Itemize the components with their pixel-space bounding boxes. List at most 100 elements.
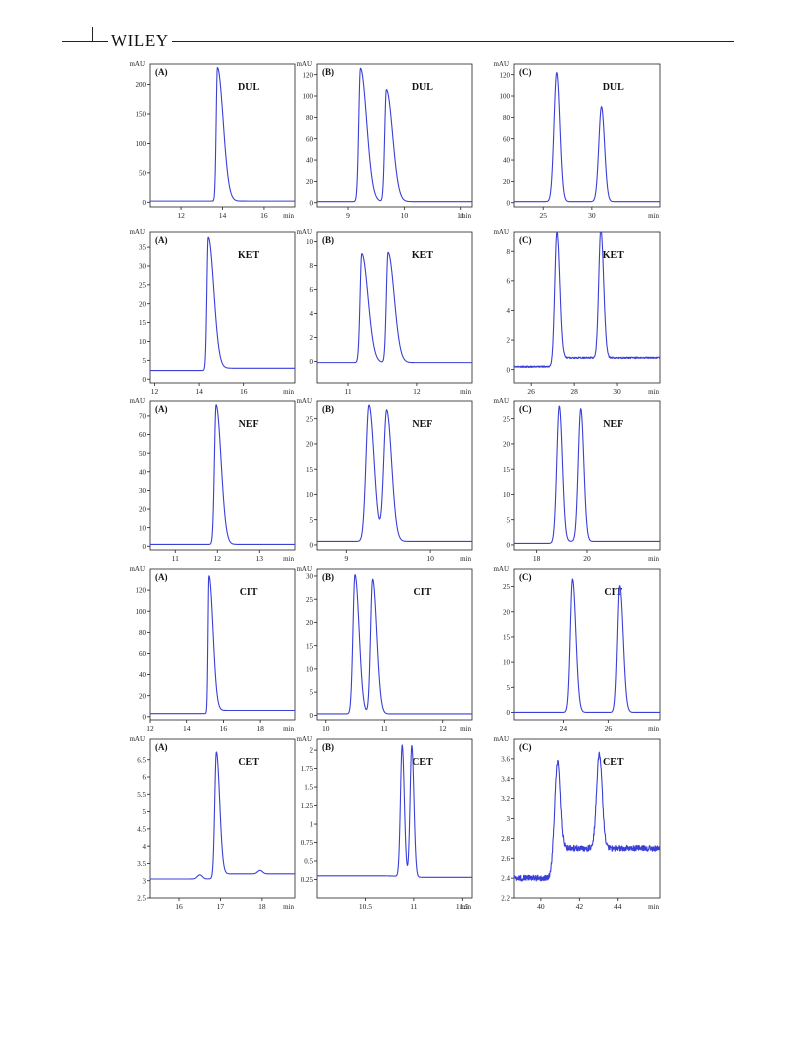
y-axis-label: mAU: [296, 565, 312, 573]
x-tick-label: 26: [605, 724, 613, 733]
y-tick-label: 60: [306, 135, 314, 143]
y-axis-label: mAU: [493, 397, 509, 405]
y-tick-label: 40: [306, 157, 314, 165]
analyte-label: NEF: [412, 419, 432, 430]
x-tick-label: 30: [588, 211, 596, 220]
y-tick-label: 50: [139, 450, 147, 458]
plot-frame: [513, 568, 661, 721]
y-tick-label: 2.6: [501, 855, 510, 863]
y-tick-label: 30: [139, 263, 147, 271]
x-tick-label: 10: [401, 211, 409, 220]
y-tick-label: 30: [139, 487, 147, 495]
chromatogram-trace: [316, 404, 473, 542]
y-tick-label: 80: [306, 114, 314, 122]
x-tick-label: 12: [146, 724, 154, 733]
x-tick-label: 9: [344, 554, 348, 563]
y-axis-label: mAU: [493, 735, 509, 743]
y-tick-label: 100: [303, 93, 314, 101]
plot-frame: [149, 568, 296, 721]
y-tick-label: 0: [143, 376, 147, 384]
chromatogram-panel: 2.5 3 3.5 4 4.5 5 5.5 6 6.5 16 17 18 mAU min (A) CET: [129, 735, 296, 911]
y-tick-label: 2.5: [137, 895, 146, 903]
y-axis-label: mAU: [296, 228, 312, 236]
y-axis-label: mAU: [296, 397, 312, 405]
x-tick-label: 12: [413, 387, 421, 396]
y-tick-label: 15: [503, 634, 511, 642]
chromatogram-panel: 0 10 20 30 40 50 60 70 11 12 13 mAU min (A) NEF: [129, 397, 296, 563]
panel-letter: (A): [155, 404, 168, 414]
y-tick-label: 0.25: [301, 876, 314, 884]
analyte-label: CIT: [240, 587, 258, 598]
y-tick-label: 10: [503, 491, 511, 499]
y-axis-label: mAU: [129, 397, 145, 405]
y-tick-label: 0.5: [304, 858, 313, 866]
plot-frame: [149, 63, 296, 208]
panel-letter: (C): [519, 235, 532, 245]
y-tick-label: 4: [310, 310, 314, 318]
plot-frame: [149, 400, 296, 551]
x-tick-label: 20: [583, 554, 591, 563]
y-tick-label: 100: [136, 140, 147, 148]
y-tick-label: 100: [500, 93, 511, 101]
publisher-logo: WILEY: [108, 32, 172, 50]
x-tick-label: 26: [527, 387, 535, 396]
chromatogram-trace: [513, 578, 661, 713]
chromatogram-trace: [316, 251, 473, 364]
panel-letter: (A): [155, 742, 168, 752]
x-axis-label: min: [648, 388, 659, 396]
x-tick-label: 25: [539, 211, 547, 220]
y-axis-label: mAU: [129, 565, 145, 573]
x-tick-label: 10: [426, 554, 434, 563]
y-tick-label: 3.5: [137, 860, 146, 868]
y-tick-label: 6: [310, 286, 314, 294]
plot-frame: [149, 231, 296, 384]
x-axis-label: min: [460, 212, 471, 220]
y-tick-label: 2.8: [501, 835, 510, 843]
y-tick-label: 2: [507, 337, 511, 345]
y-tick-label: 0: [507, 199, 511, 207]
plot-frame: [316, 568, 473, 721]
x-axis-label: min: [460, 555, 471, 563]
chromatogram-panel: 0 2 4 6 8 10 11 12 mAU min (B) KET: [296, 228, 473, 396]
y-tick-label: 0: [310, 712, 314, 720]
y-tick-label: 10: [306, 491, 314, 499]
y-tick-label: 10: [306, 238, 314, 246]
y-tick-label: 20: [503, 178, 511, 186]
y-tick-label: 6: [507, 277, 511, 285]
y-tick-label: 20: [503, 441, 511, 449]
y-tick-label: 4.5: [137, 825, 146, 833]
chromatogram-trace: [513, 231, 661, 368]
x-tick-label: 12: [151, 387, 159, 396]
plot-frame: [149, 738, 296, 899]
chromatogram-panel: 0 2 4 6 8 26 28 30 mAU min (C) KET: [493, 228, 661, 396]
chromatogram-trace: [149, 67, 296, 202]
y-tick-label: 20: [139, 692, 147, 700]
y-tick-label: 20: [306, 619, 314, 627]
chromatogram-panel: 0 20 40 60 80 100 120 25 30 mAU min (C) DUL: [493, 60, 661, 220]
header-tick-mark: [92, 27, 93, 42]
x-tick-label: 14: [183, 724, 191, 733]
analyte-label: DUL: [238, 82, 259, 93]
y-tick-label: 5: [507, 516, 511, 524]
y-axis-label: mAU: [129, 60, 145, 68]
y-tick-label: 0: [143, 543, 147, 551]
x-tick-label: 12: [213, 554, 221, 563]
x-tick-label: 16: [175, 902, 183, 911]
y-tick-label: 5: [310, 516, 314, 524]
y-tick-label: 2: [310, 747, 314, 755]
panel-letter: (B): [322, 67, 334, 77]
x-tick-label: 9: [346, 211, 350, 220]
y-tick-label: 15: [306, 466, 314, 474]
x-tick-label: 11.5: [456, 902, 469, 911]
y-tick-label: 5: [143, 808, 147, 816]
y-tick-label: 15: [503, 466, 511, 474]
y-tick-label: 20: [139, 300, 147, 308]
analyte-label: CET: [603, 757, 624, 768]
chromatogram-trace: [149, 575, 296, 715]
analyte-label: NEF: [603, 419, 623, 430]
panel-letter: (C): [519, 742, 532, 752]
y-tick-label: 25: [139, 281, 147, 289]
y-tick-label: 10: [139, 338, 147, 346]
y-tick-label: 5.5: [137, 791, 146, 799]
panel-letter: (A): [155, 235, 168, 245]
